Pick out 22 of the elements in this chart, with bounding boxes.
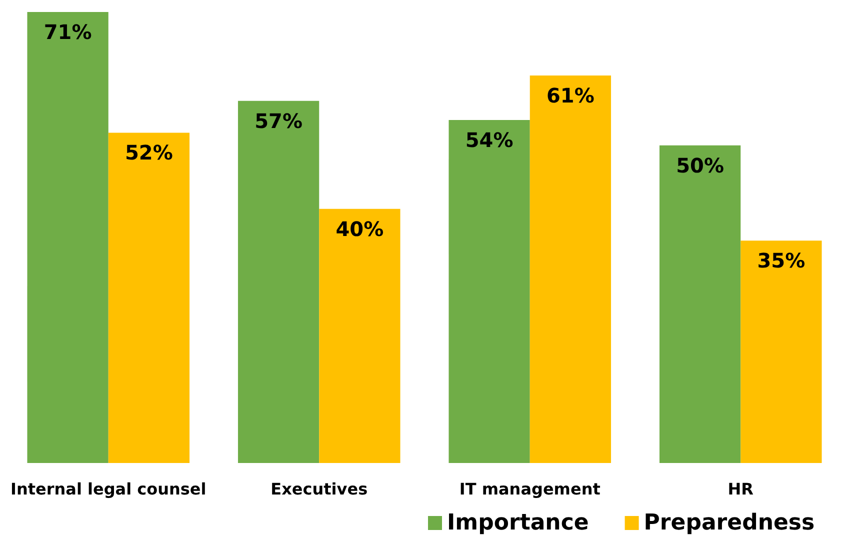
data-label: 57%: [254, 108, 302, 133]
data-label: 71%: [44, 20, 92, 44]
data-label: 40%: [336, 216, 384, 241]
data-label: 54%: [465, 128, 514, 152]
x-tick-label: HR: [728, 480, 754, 498]
x-tick-label: Internal legal counsel: [10, 480, 206, 498]
data-label: 61%: [546, 84, 594, 108]
bar: [448, 120, 530, 463]
bar: [108, 132, 190, 463]
bar: [740, 240, 822, 463]
data-label: 35%: [757, 248, 806, 273]
data-label: 52%: [125, 140, 173, 165]
bar: [27, 12, 108, 463]
legend-label: Preparedness: [644, 510, 815, 536]
data-label: 50%: [676, 153, 724, 178]
legend-label: Importance: [447, 510, 589, 536]
bar: [319, 208, 400, 463]
bar: [659, 145, 741, 463]
x-tick-label: IT management: [459, 480, 601, 498]
x-tick-label: Executives: [270, 480, 368, 498]
bar: [238, 100, 320, 463]
bar: [530, 76, 612, 463]
